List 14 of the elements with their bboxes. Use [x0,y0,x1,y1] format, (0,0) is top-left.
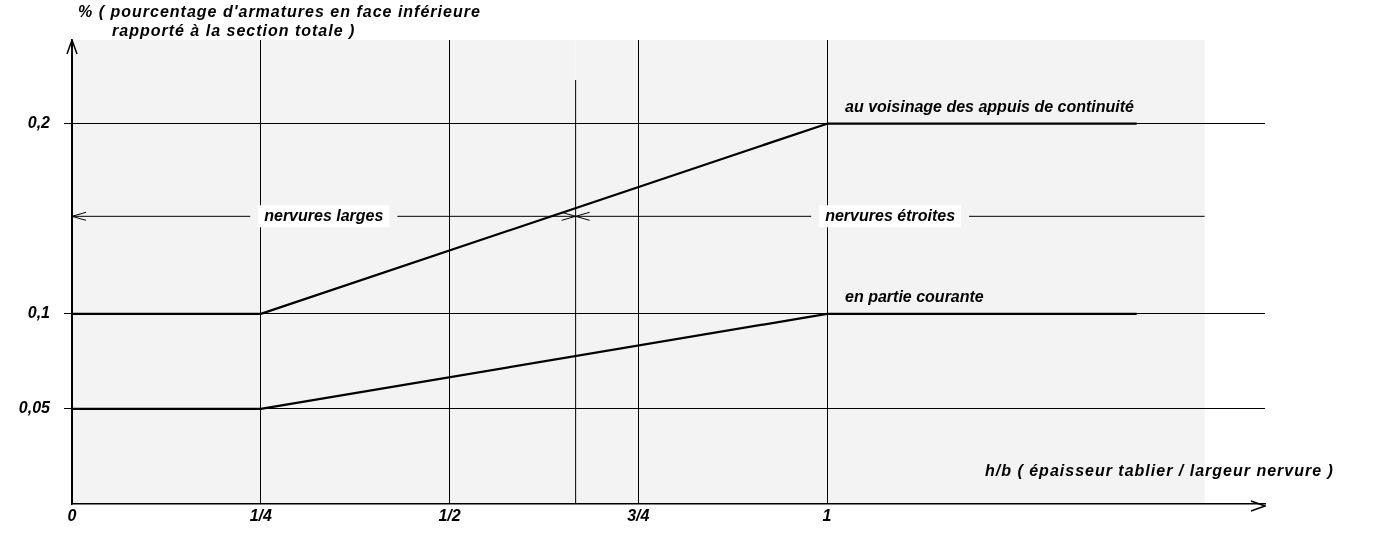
x-tick-label: 1 [822,507,832,525]
x-tick-label: 1/2 [438,507,461,525]
y-tick-label: 0,05 [18,399,52,417]
x-tick-label: 3/4 [627,507,650,525]
x-axis-title: h/b ( épaisseur tablier / largeur nervure ) [985,462,1335,480]
y-axis-title: % ( pourcentage d'armatures en face inférieure rapporté à la section totale ) [78,2,482,40]
series-label: au voisinage des appuis de continuité [845,98,1135,116]
x-tick-label: 0 [67,507,77,525]
series-label: en partie courante [845,288,984,306]
y-tick-label: 0,2 [27,114,51,132]
y-tick-label: 0,1 [27,304,51,322]
band-label: nervures étroites [825,206,956,224]
x-tick-label: 1/4 [249,507,272,525]
band-label: nervures larges [264,206,384,224]
